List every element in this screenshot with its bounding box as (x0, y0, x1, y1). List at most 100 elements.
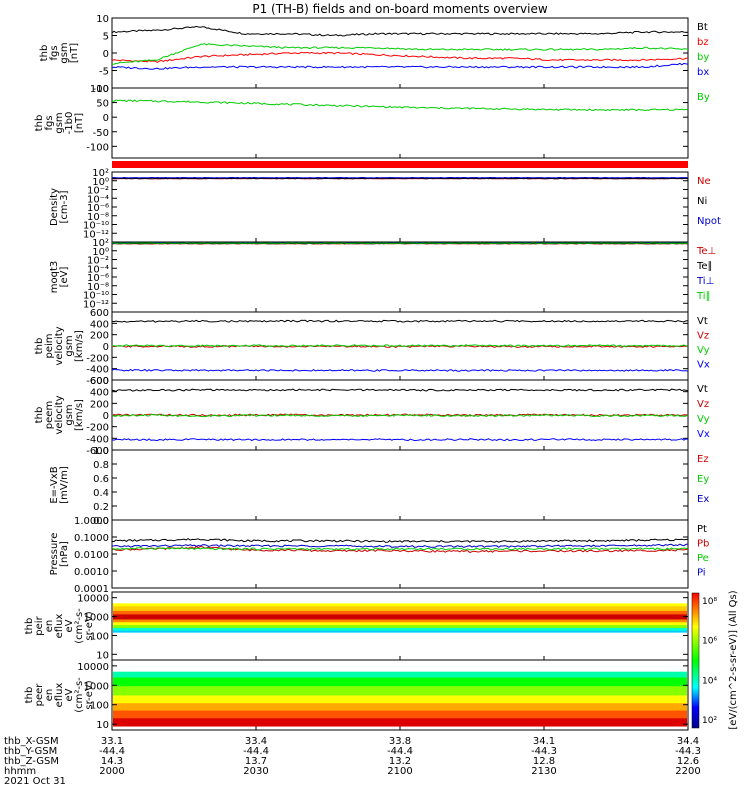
colorbar-tick: 10⁸ (702, 597, 717, 607)
colorbar-tick: 10² (702, 716, 717, 726)
legend-bx: bx (697, 67, 709, 78)
panel-4: 10²10⁰10⁻²10⁻⁴10⁻⁶10⁻⁸10⁻¹⁰10⁻¹²moqt3[eV… (49, 238, 716, 312)
ytick-label: 100 (90, 84, 109, 95)
ylabel-line: [nPa] (59, 541, 70, 567)
ytick-label: 1.0 (93, 446, 109, 457)
ylabel-line: [cm-3] (59, 190, 70, 223)
energy-band-1 (113, 603, 687, 606)
series-line-By (112, 100, 688, 111)
energy-band-5 (113, 703, 687, 711)
ephemeris-value: 2100 (387, 766, 412, 777)
ylabel-line: [mV/m] (59, 466, 70, 504)
legend-Vx: Vx (697, 360, 710, 371)
legend-Vt: Vt (697, 384, 708, 395)
legend-Pb: Pb (697, 539, 709, 550)
ytick-label: -200 (86, 353, 109, 364)
series-line-Bt (112, 26, 688, 36)
ylabel-line: sr-eV) (84, 611, 95, 640)
ylabel-line: [km/s] (74, 330, 85, 362)
energy-band-4 (113, 614, 687, 620)
ytick-label: 0.4 (93, 488, 109, 499)
energy-band-4 (113, 695, 687, 703)
energy-band-2 (113, 606, 687, 611)
legend-by: by (697, 52, 709, 63)
ytick-label: 600 (90, 376, 109, 387)
legend-Ti⊥: Ti⊥ (696, 276, 714, 287)
ytick-label: 10000 (77, 594, 109, 605)
energy-band-3 (113, 611, 687, 615)
panel-frame (112, 242, 688, 312)
series-line-by (112, 44, 688, 65)
series-line-Vx (112, 439, 688, 441)
ytick-label: 400 (90, 319, 109, 330)
ytick-label: 0 (103, 113, 109, 124)
legend-Ey: Ey (697, 474, 709, 485)
legend-bz: bz (697, 37, 709, 48)
ephemeris-table: thb_X-GSMthb_Y-GSMthb_Z-GSMhhmm33.1-44.4… (4, 736, 701, 787)
energy-band-3 (113, 686, 687, 696)
ephemeris-value: 2000 (99, 766, 124, 777)
series-line-bx (112, 63, 688, 69)
legend-Te∥: Te∥ (696, 261, 713, 272)
legend-Ne: Ne (697, 176, 711, 187)
ephemeris-value: 2030 (243, 766, 268, 777)
legend-Bt: Bt (697, 22, 708, 33)
ytick-label: 200 (90, 399, 109, 410)
legend-Npot: Npot (697, 216, 721, 227)
ytick-label: 0.8 (93, 460, 109, 471)
ytick-label: -400 (86, 434, 109, 445)
separator-bar (112, 161, 688, 168)
date-label: 2021 Oct 31 (4, 776, 66, 787)
legend-Vy: Vy (697, 345, 710, 356)
legend-Vz: Vz (697, 331, 709, 342)
ylabel-line: sr-eV) (84, 680, 95, 709)
energy-band-6 (113, 622, 687, 625)
legend-Ti∥: Ti∥ (696, 291, 711, 302)
ylabel-line: [eV] (59, 267, 70, 288)
legend-Te⊥: Te⊥ (696, 246, 716, 257)
energy-band-9 (113, 631, 687, 633)
ytick-label: 0.0010 (74, 567, 109, 578)
panel-8: 1.00000.10000.01000.00100.0001Pressure[n… (49, 516, 709, 595)
ytick-label: -5 (99, 67, 109, 78)
panel-3: 10²10⁰10⁻²10⁻⁴10⁻⁶10⁻⁸10⁻¹⁰10⁻¹²Density[… (49, 168, 721, 242)
ytick-label: 0.0100 (74, 550, 109, 561)
panel-frame (112, 172, 688, 242)
ytick-label: 5 (103, 32, 109, 43)
ytick-label: 0.1000 (74, 533, 109, 544)
ylabel-line: [nT] (74, 113, 85, 133)
ytick-label: 10000 (77, 662, 109, 673)
series-line-Pe (112, 548, 688, 551)
ytick-label: -100 (86, 142, 109, 153)
series-line-bz (112, 52, 688, 62)
ytick-label: 0.2 (93, 502, 109, 513)
colorbar-tick: 10⁴ (702, 676, 717, 686)
ytick-label: 0.6 (93, 474, 109, 485)
ytick-label: 10 (96, 720, 109, 731)
series-line-Vt (112, 389, 688, 391)
legend-Ez: Ez (697, 454, 709, 465)
colorbar-tick: 10⁶ (702, 637, 717, 647)
legend-Pe: Pe (697, 553, 709, 564)
panel-frame (112, 450, 688, 520)
spectrogram-colorbar: 10⁸ 10⁶ 10⁴ 10² [eV/(cm^2-s-sr-eV)] (All Qs) (692, 590, 739, 729)
legend-Pt: Pt (697, 524, 707, 535)
colorbar-units: [eV/(cm^2-s-sr-eV)] (All Qs) (728, 590, 739, 729)
energy-band-6 (113, 711, 687, 719)
series-line-Vt (112, 320, 688, 322)
legend-Vy: Vy (697, 414, 710, 425)
ytick-label: 10 (96, 650, 109, 661)
legend-Pi: Pi (697, 568, 706, 579)
ephemeris-value: 2200 (675, 766, 700, 777)
ytick-label: 0 (103, 411, 109, 422)
panel-frame (112, 18, 688, 88)
series-line-Pt (112, 539, 688, 543)
ylabel-line: [nT] (69, 43, 80, 63)
